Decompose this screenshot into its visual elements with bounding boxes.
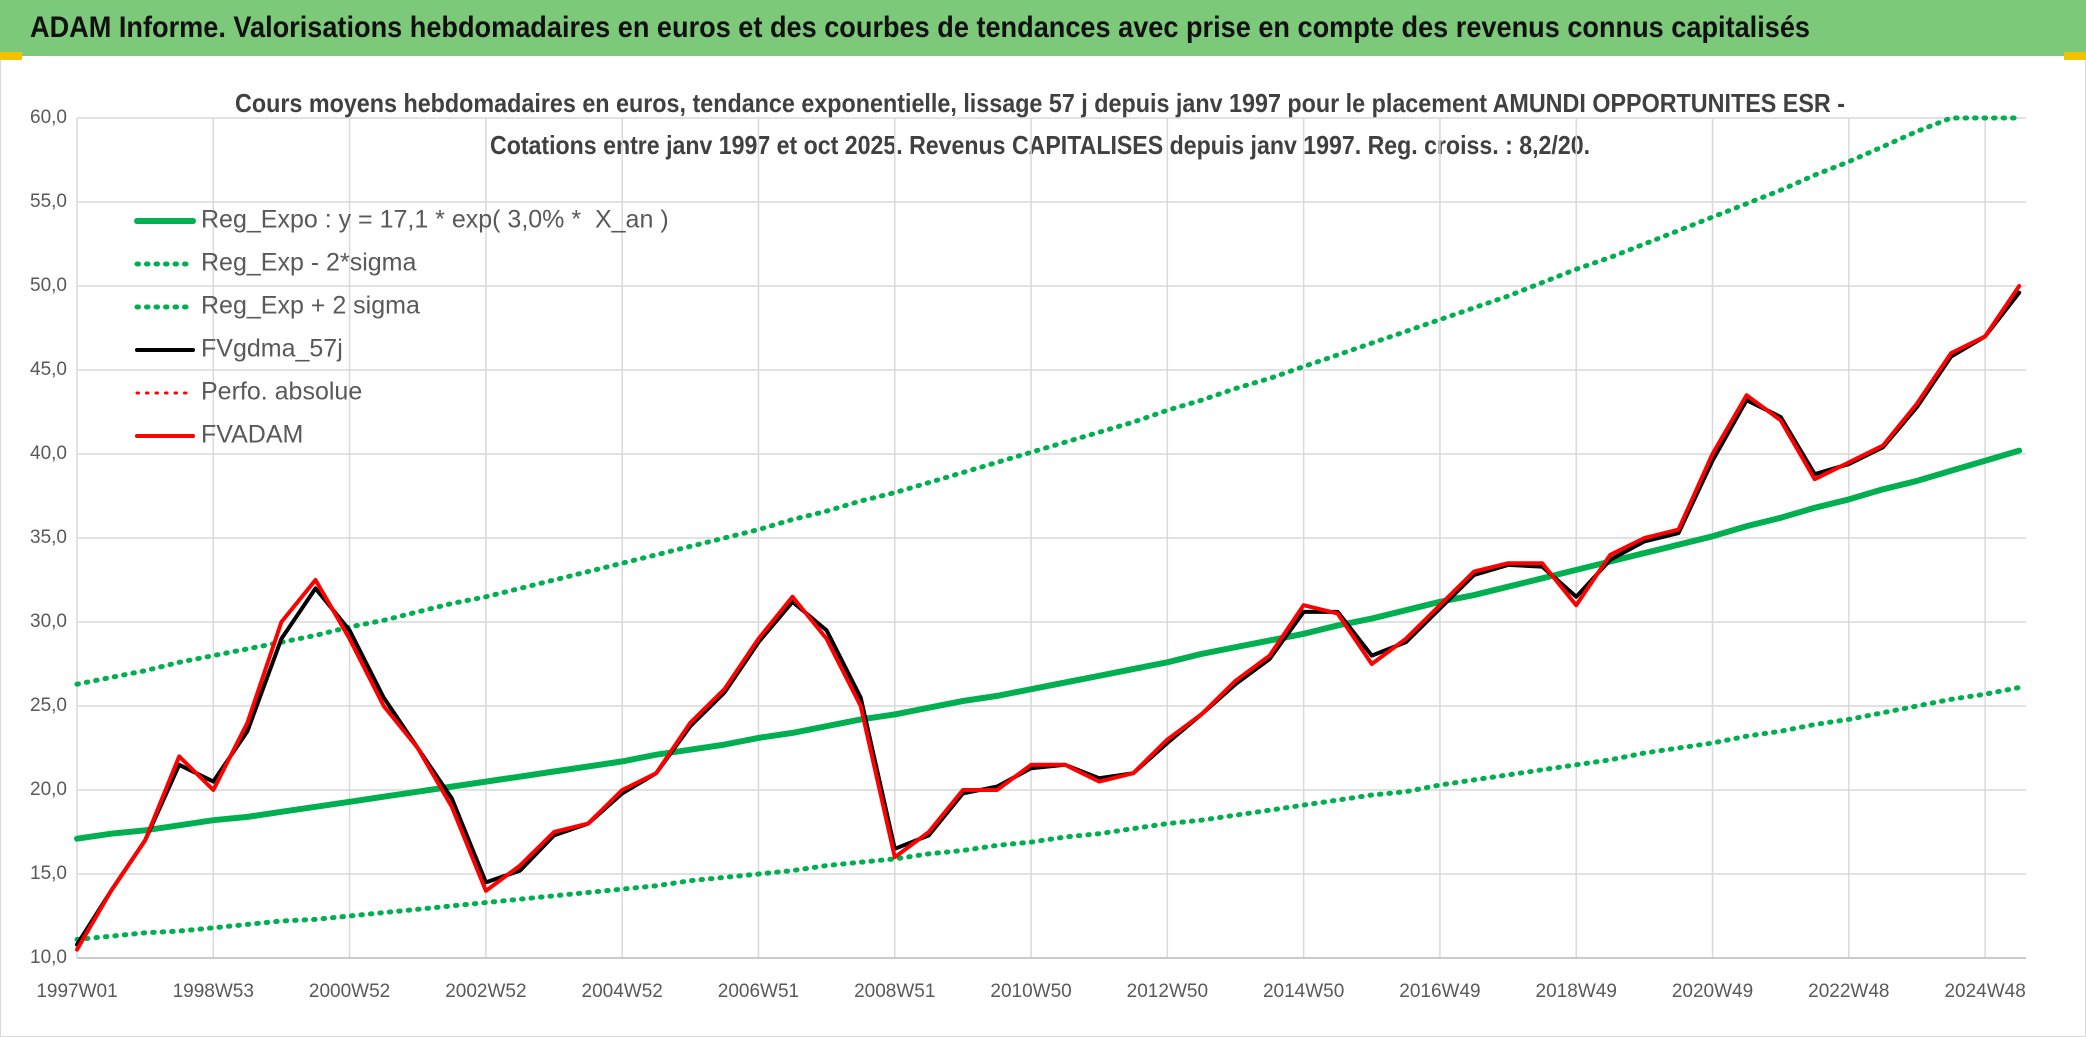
series-line (74, 447, 2023, 842)
x-tick-label: 2012W50 (1127, 981, 1208, 1002)
y-tick-label: 15,0 (30, 863, 67, 884)
header-title: ADAM Informe. Valorisations hebdomadaire… (30, 11, 1810, 44)
x-tick-label: 2010W50 (990, 981, 1071, 1002)
legend-label: Reg_Expo : y = 17,1 * exp( 3,0% * X_an ) (201, 206, 669, 234)
series-line (74, 685, 2022, 942)
y-tick-label: 60,0 (30, 107, 67, 128)
y-tick-label: 30,0 (30, 611, 67, 632)
y-tick-label: 45,0 (30, 359, 67, 380)
x-tick-label: 2008W51 (854, 981, 935, 1002)
legend-label: FVADAM (201, 421, 303, 449)
y-tick-label: 40,0 (30, 443, 67, 464)
series-line (74, 115, 2022, 687)
x-tick-label: 2022W48 (1808, 981, 1889, 1002)
y-tick-label: 35,0 (30, 527, 67, 548)
x-tick-label: 1998W53 (173, 981, 254, 1002)
x-tick-label: 2020W49 (1672, 981, 1753, 1002)
series-line (75, 284, 2022, 952)
legend-label: Reg_Exp + 2 sigma (201, 292, 420, 320)
y-tick-label: 25,0 (30, 695, 67, 716)
corner-accent (2064, 52, 2086, 60)
x-tick-label: 2018W49 (1536, 981, 1617, 1002)
y-tick-label: 55,0 (30, 191, 67, 212)
x-tick-label: 1997W01 (36, 981, 117, 1002)
corner-accent (0, 52, 22, 60)
x-tick-label: 2024W48 (1944, 981, 2025, 1002)
y-tick-label: 20,0 (30, 779, 67, 800)
chart-title: Cours moyens hebdomadaires en euros, ten… (235, 88, 1845, 118)
x-tick-label: 2006W51 (718, 981, 799, 1002)
x-tick-label: 2016W49 (1399, 981, 1480, 1002)
x-tick-label: 2014W50 (1263, 981, 1344, 1002)
chart-subtitle: Cotations entre janv 1997 et oct 2025. R… (490, 130, 1590, 160)
x-tick-label: 2002W52 (445, 981, 526, 1002)
y-tick-label: 10,0 (30, 947, 67, 968)
y-tick-label: 50,0 (30, 275, 67, 296)
x-tick-label: 2000W52 (309, 981, 390, 1002)
legend-label: Perfo. absolue (201, 378, 362, 406)
header-bar (0, 0, 2086, 56)
legend-label: Reg_Exp - 2*sigma (201, 249, 416, 277)
legend-label: FVgdma_57j (201, 335, 343, 363)
x-tick-label: 2004W52 (582, 981, 663, 1002)
